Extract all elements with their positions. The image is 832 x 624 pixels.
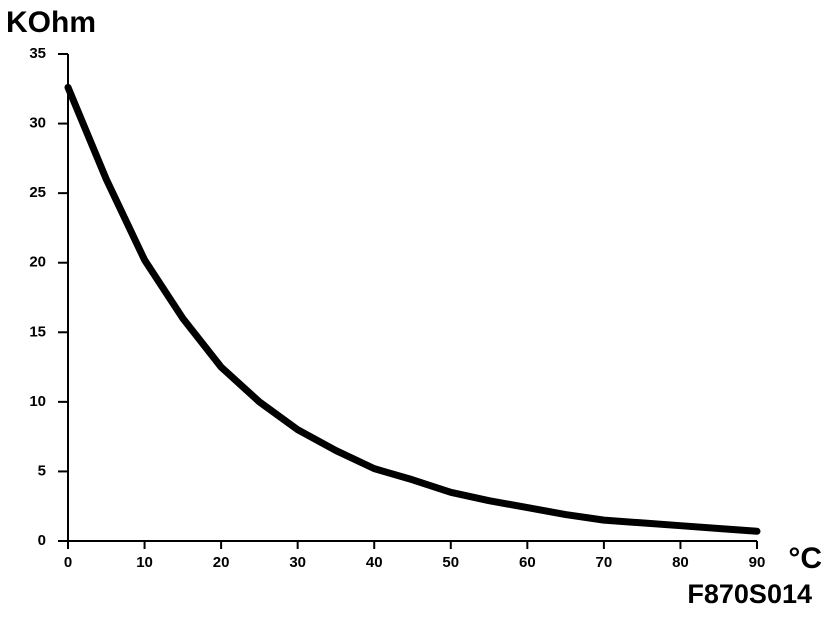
y-tick-label: 10	[29, 393, 46, 410]
y-tick-label: 15	[29, 323, 46, 340]
y-tick-label: 25	[29, 184, 46, 201]
y-tick-label: 0	[38, 532, 46, 549]
x-tick-label: 50	[442, 554, 459, 571]
x-axis-label: °C	[788, 542, 822, 575]
y-tick-label: 20	[29, 254, 46, 271]
x-tick-label: 70	[596, 554, 613, 571]
x-tick-label: 20	[213, 554, 230, 571]
x-tick-label: 90	[749, 554, 766, 571]
y-tick-label: 5	[38, 462, 46, 479]
x-tick-label: 60	[519, 554, 536, 571]
x-tick-label: 0	[64, 554, 72, 571]
x-tick-label: 10	[136, 554, 153, 571]
x-tick-label: 40	[366, 554, 383, 571]
x-tick-label: 30	[289, 554, 306, 571]
annotation: F870S014	[687, 579, 812, 609]
y-tick-label: 30	[29, 115, 46, 132]
y-tick-label: 35	[29, 45, 46, 62]
x-tick-label: 80	[672, 554, 689, 571]
data-line	[64, 83, 761, 535]
y-axis-label: KOhm	[6, 6, 96, 39]
